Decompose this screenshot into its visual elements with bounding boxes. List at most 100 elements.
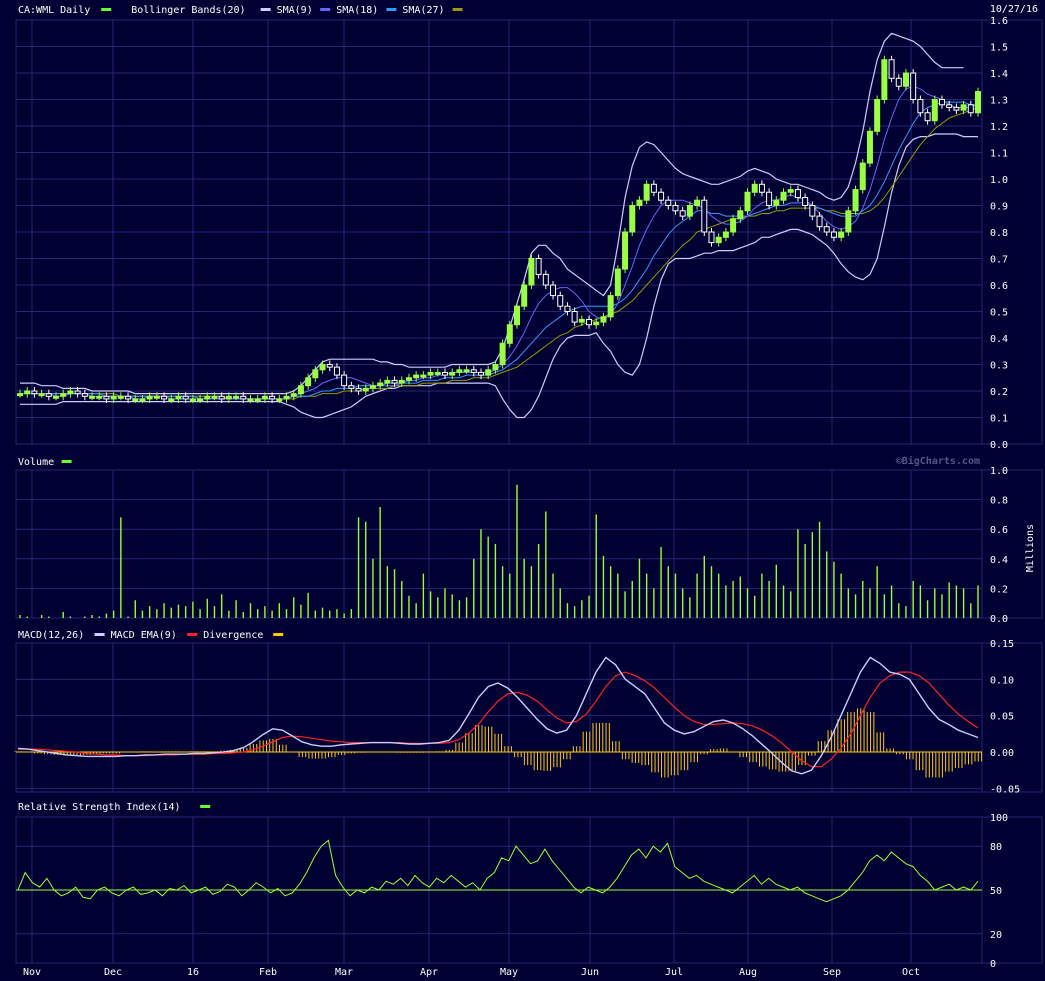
candle-body [571,311,578,323]
legend-swatch [260,8,271,11]
candle-body [766,191,773,206]
candle-body [578,318,585,323]
legend-label: CA:WML Daily [18,5,90,16]
candle-body [449,371,456,376]
price-panel: CA:WML Daily Bollinger Bands(20) SMA(9) SMA… [15,4,1043,451]
candle-body [593,321,600,326]
candle-body [477,371,484,376]
price-y-tick-label: 1.2 [990,122,1008,133]
moving-averages [20,85,979,400]
candle-body [297,385,304,395]
candle-body [852,189,859,212]
candle-body [859,162,866,191]
candle-body [67,390,74,395]
macd-legend: MACD(12,26) MACD EMA(9) Divergence [18,630,284,641]
candle-body [60,393,67,397]
candle-body [211,395,218,399]
candle-body [125,395,132,400]
volume-y-tick-label: 0.6 [990,525,1008,536]
price-y-tick-label: 0.4 [990,334,1008,345]
bollinger-bands [20,32,978,419]
x-axis-label: Apr [420,967,438,978]
candle-body [830,231,837,238]
legend-swatch [273,633,284,636]
candle-body [146,395,153,400]
candle-body [319,364,326,371]
candle-body [866,130,873,164]
candle-body [391,379,398,384]
candle-body [276,398,283,402]
candle-body [247,398,254,402]
candle-body [658,191,665,201]
candle-body [521,284,528,307]
candle-body [845,210,852,233]
x-axis-labels: Nov Dec 16 Feb Mar Apr May Jun Jul Aug Sep Oct [23,967,920,978]
candle-body [809,205,816,217]
candle-body [470,369,477,373]
price-legend: CA:WML Daily Bollinger Bands(20) SMA(9) SMA… [18,5,463,16]
x-axis-label: Oct [902,967,920,978]
legend-label: MACD EMA(9) [111,630,177,641]
volume-y-axis: 1.0 0.8 0.6 0.4 0.2 0.0 [990,466,1008,625]
candle-body [823,226,830,233]
macd-y-tick-label: 0.00 [990,748,1014,759]
macd-panel: MACD(12,26) MACD EMA(9) Divergence 0.15 0.1… [14,630,1043,795]
candle-body [506,324,513,344]
volume-unit-label: Millions [1025,524,1036,572]
price-y-tick-label: 0.8 [990,228,1008,239]
price-candles [17,55,981,403]
candle-body [441,371,448,376]
candle-body [607,295,614,318]
candle-body [355,387,362,392]
legend-swatch [101,8,112,11]
candle-body [204,395,211,400]
price-y-tick-label: 1.5 [990,43,1008,54]
price-y-tick-label: 0.7 [990,255,1008,266]
candle-body [398,379,405,384]
legend-swatch [94,633,105,636]
candle-body [283,395,290,400]
candle-body [938,99,945,106]
candle-body [967,104,974,114]
candle-body [953,106,960,111]
candle-body [499,342,506,365]
rsi-y-tick-label: 20 [990,930,1002,941]
legend-swatch [320,8,331,11]
candle-body [773,199,780,206]
macd-y-tick-label: 0.15 [990,639,1014,650]
candle-body [514,305,521,326]
candle-body [708,231,715,244]
candle-body [333,366,340,376]
price-y-tick-label: 1.1 [990,149,1008,160]
candle-body [225,395,232,400]
volume-y-tick-label: 0.2 [990,584,1008,595]
candle-body [341,374,348,387]
candle-body [622,231,629,270]
volume-frame [15,469,1043,619]
volume-y-tick-label: 0.8 [990,496,1008,507]
x-axis-label: Jun [581,967,599,978]
candle-body [895,77,902,87]
candle-body [528,258,535,286]
rsi-y-tick-label: 100 [990,813,1008,824]
volume-grid [15,469,1043,619]
legend-label: Bollinger Bands(20) [131,5,245,16]
price-y-tick-label: 1.6 [990,16,1008,27]
candle-body [881,59,888,100]
candle-body [758,183,765,193]
macd-y-tick-label: 0.10 [990,675,1014,686]
candle-body [45,393,52,397]
candle-body [492,364,499,371]
candle-body [975,91,981,114]
candle-body [744,191,751,212]
candle-body [701,199,708,233]
candle-body [405,377,412,381]
volume-y-tick-label: 0.0 [990,614,1008,625]
candle-body [175,395,182,400]
x-axis-label: Jul [665,967,683,978]
legend-swatch [61,460,72,463]
candle-body [233,395,240,399]
candle-body [103,395,110,400]
candle-body [182,395,189,400]
